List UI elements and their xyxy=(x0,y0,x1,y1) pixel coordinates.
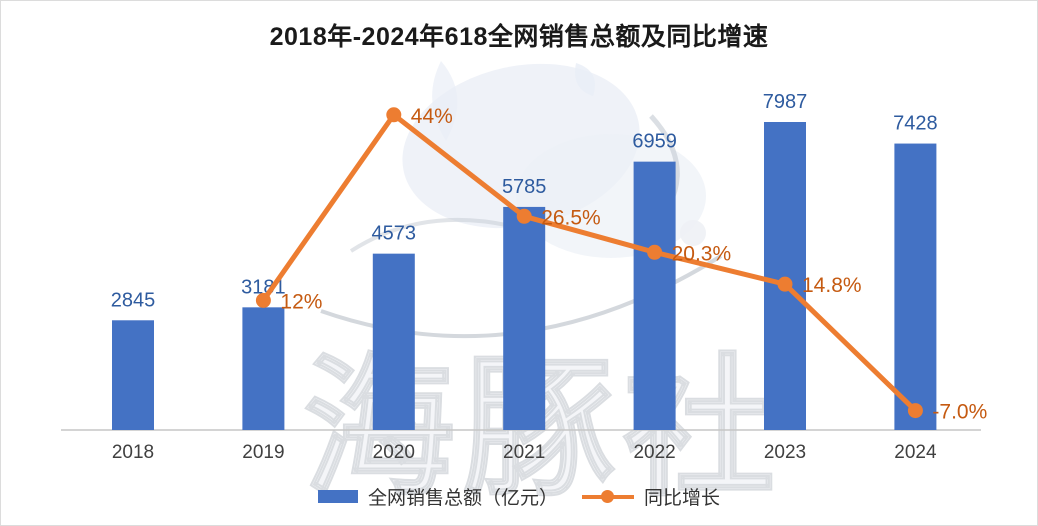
bar-2018 xyxy=(112,320,154,430)
line-value-label: 14.8% xyxy=(802,274,862,297)
bar-2020 xyxy=(372,253,415,430)
bar-2023 xyxy=(764,122,806,430)
x-tick-label: 2022 xyxy=(633,442,675,463)
line-value-label: 44% xyxy=(411,105,453,128)
legend-bar-label: 全网销售总额（亿元） xyxy=(367,488,558,509)
line-point-2022 xyxy=(647,244,663,260)
x-tick-label: 2018 xyxy=(112,442,154,463)
legend-line-label: 同比增长 xyxy=(644,488,721,509)
bar-2022 xyxy=(633,161,676,430)
line-value-label: 20.3% xyxy=(672,242,732,265)
bar-2021 xyxy=(503,206,546,430)
bar-value-label: 2845 xyxy=(111,289,156,311)
x-tick-label: 2023 xyxy=(764,442,806,463)
line-point-2024 xyxy=(907,403,923,419)
x-tick-label: 2020 xyxy=(373,442,415,463)
bar-value-label: 7428 xyxy=(893,113,938,135)
bar-value-label: 7987 xyxy=(763,91,808,113)
line-value-label: 12% xyxy=(280,290,322,313)
line-point-2019 xyxy=(255,292,271,308)
bar-2024 xyxy=(894,143,937,431)
legend-line-swatch xyxy=(582,490,634,503)
line-point-2023 xyxy=(777,276,793,292)
chart-title: 2018年-2024年618全网销售总额及同比增速 xyxy=(269,23,769,51)
legend-line-marker-icon xyxy=(601,490,614,503)
bar-value-label: 4573 xyxy=(372,223,417,245)
bar-2019 xyxy=(242,307,285,430)
x-tick-label: 2021 xyxy=(503,442,545,463)
bar-value-label: 5785 xyxy=(502,176,547,198)
bar-value-label: 6959 xyxy=(632,131,677,153)
legend-bar-swatch xyxy=(317,490,358,503)
x-tick-label: 2024 xyxy=(894,442,937,463)
line-point-2021 xyxy=(516,208,532,224)
line-value-label: -7.0% xyxy=(932,401,987,424)
growth-line xyxy=(260,112,918,414)
plot-area: 2845201831812019457320205785202169592022… xyxy=(61,91,987,463)
x-tick-label: 2019 xyxy=(242,442,284,463)
line-point-2020 xyxy=(386,107,402,123)
legend: 全网销售总额（亿元） 同比增长 xyxy=(1,483,1037,510)
line-value-label: 26.5% xyxy=(541,206,601,229)
